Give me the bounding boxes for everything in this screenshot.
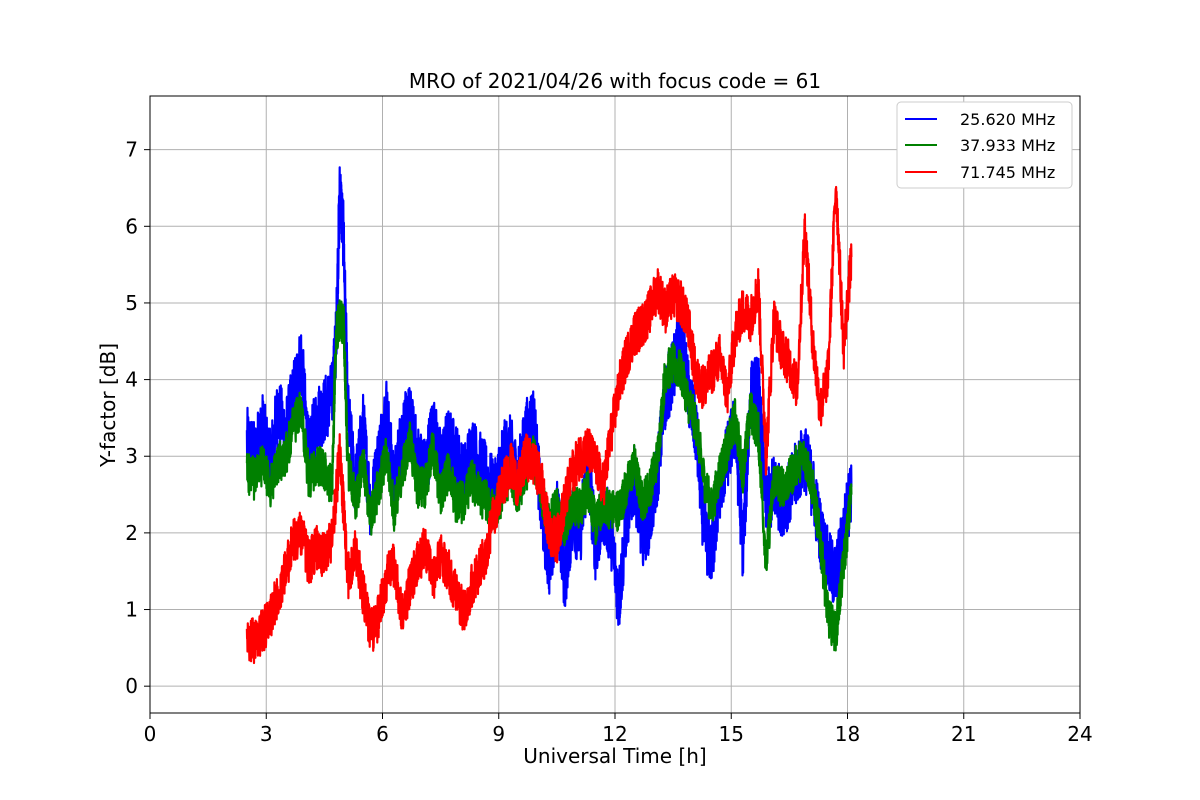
x-tick-label: 18 xyxy=(835,722,860,746)
series-71mhz-line xyxy=(245,185,853,665)
y-tick-label: 0 xyxy=(125,674,138,698)
y-tick-label: 3 xyxy=(125,444,138,468)
chart-title: MRO of 2021/04/26 with focus code = 61 xyxy=(409,69,821,93)
x-tick-label: 15 xyxy=(719,722,744,746)
x-tick-label: 0 xyxy=(144,722,157,746)
x-tick-label: 12 xyxy=(602,722,627,746)
series-layer xyxy=(245,166,853,665)
x-axis-label: Universal Time [h] xyxy=(523,744,706,768)
legend: 25.620 MHz 37.933 MHz 71.745 MHz xyxy=(896,101,1073,189)
x-tick-label: 3 xyxy=(260,722,273,746)
y-tick-label: 6 xyxy=(125,214,138,238)
legend-box xyxy=(896,101,1073,189)
x-tick-label: 21 xyxy=(951,722,976,746)
y-tick-label: 7 xyxy=(125,138,138,162)
y-tick-label: 5 xyxy=(125,291,138,315)
legend-label-37mhz: 37.933 MHz xyxy=(960,136,1055,155)
x-tick-label: 6 xyxy=(376,722,389,746)
x-tick-label: 9 xyxy=(492,722,505,746)
y-tick-label: 2 xyxy=(125,521,138,545)
y-tick-label: 4 xyxy=(125,368,138,392)
y-tick-label: 1 xyxy=(125,598,138,622)
legend-label-25mhz: 25.620 MHz xyxy=(960,110,1055,129)
x-tick-label: 24 xyxy=(1067,722,1092,746)
legend-label-71mhz: 71.745 MHz xyxy=(960,163,1055,182)
y-axis-label: Y-factor [dB] xyxy=(96,343,120,468)
